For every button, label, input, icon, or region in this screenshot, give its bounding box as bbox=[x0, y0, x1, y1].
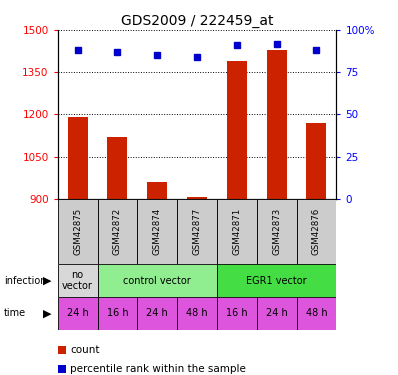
Text: control vector: control vector bbox=[123, 276, 191, 286]
Text: GSM42872: GSM42872 bbox=[113, 208, 122, 255]
Bar bbox=[257, 199, 297, 264]
Bar bbox=[98, 264, 217, 297]
Text: 24 h: 24 h bbox=[146, 309, 168, 318]
Bar bbox=[58, 264, 98, 297]
Bar bbox=[137, 297, 177, 330]
Text: infection: infection bbox=[4, 276, 47, 286]
Bar bbox=[137, 199, 177, 264]
Text: 16 h: 16 h bbox=[107, 309, 128, 318]
Text: no
vector: no vector bbox=[62, 270, 93, 291]
Text: 48 h: 48 h bbox=[306, 309, 327, 318]
Bar bbox=[187, 197, 207, 199]
Text: GSM42873: GSM42873 bbox=[272, 208, 281, 255]
Bar bbox=[217, 297, 257, 330]
Text: ▶: ▶ bbox=[43, 309, 51, 318]
Title: GDS2009 / 222459_at: GDS2009 / 222459_at bbox=[121, 13, 273, 28]
Bar bbox=[267, 50, 287, 199]
Bar bbox=[68, 117, 88, 199]
Text: ▶: ▶ bbox=[43, 276, 51, 286]
Text: time: time bbox=[4, 309, 26, 318]
Bar bbox=[147, 182, 167, 199]
Text: GSM42874: GSM42874 bbox=[153, 208, 162, 255]
Bar bbox=[306, 123, 326, 199]
Bar bbox=[58, 297, 98, 330]
Bar bbox=[177, 199, 217, 264]
Text: percentile rank within the sample: percentile rank within the sample bbox=[70, 364, 246, 374]
Bar bbox=[58, 199, 98, 264]
Bar bbox=[297, 199, 336, 264]
Text: 48 h: 48 h bbox=[186, 309, 208, 318]
Bar bbox=[98, 297, 137, 330]
Bar bbox=[217, 264, 336, 297]
Bar bbox=[98, 199, 137, 264]
Bar bbox=[297, 297, 336, 330]
Text: GSM42876: GSM42876 bbox=[312, 208, 321, 255]
Bar bbox=[107, 137, 127, 199]
Text: 24 h: 24 h bbox=[67, 309, 88, 318]
Text: GSM42875: GSM42875 bbox=[73, 208, 82, 255]
Bar bbox=[227, 61, 247, 199]
Bar bbox=[217, 199, 257, 264]
Text: GSM42871: GSM42871 bbox=[232, 208, 241, 255]
Text: 16 h: 16 h bbox=[226, 309, 248, 318]
Text: count: count bbox=[70, 345, 100, 355]
Text: GSM42877: GSM42877 bbox=[193, 208, 201, 255]
Bar bbox=[177, 297, 217, 330]
Bar bbox=[257, 297, 297, 330]
Text: 24 h: 24 h bbox=[266, 309, 287, 318]
Text: EGR1 vector: EGR1 vector bbox=[246, 276, 307, 286]
